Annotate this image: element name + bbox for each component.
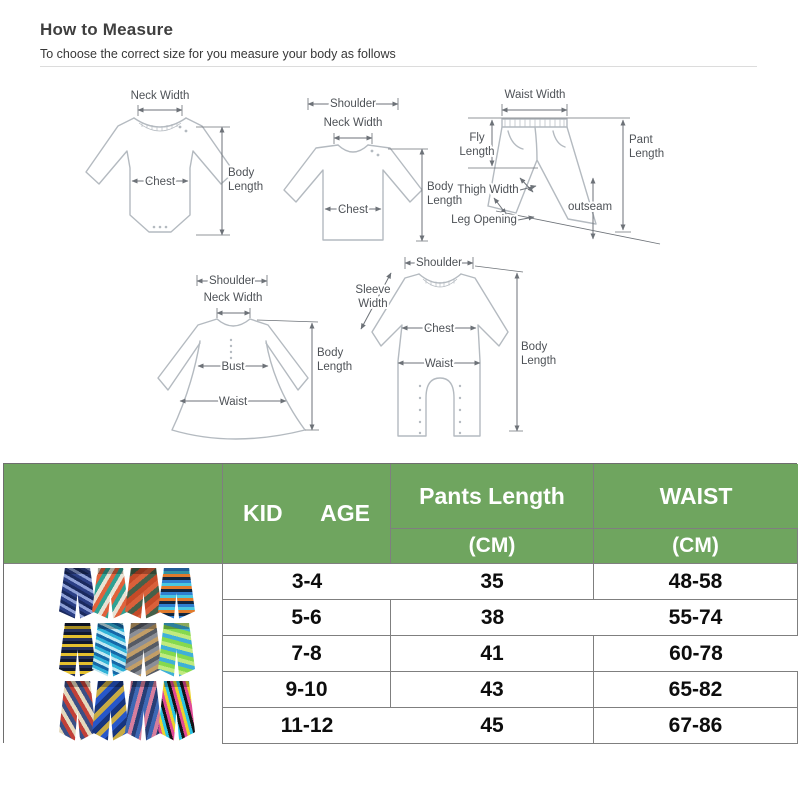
column-header-waist: WAIST [594,464,798,529]
table-row-pants: 45 [391,708,594,744]
shorts-waistband [163,567,190,574]
table-row-pants: 43 [391,672,594,708]
shorts-thigh-width-label: Thigh Width [457,184,518,196]
shirt-outline-icon [283,144,423,241]
shorts-waistband [130,680,157,687]
onesie-dimensions [131,105,230,236]
shirt-chest-label: Chest [338,204,369,216]
romper-waist-label: Waist [425,358,454,370]
table-row-age: 7-8 [223,636,391,672]
unit-header-waist-cm: (CM) [594,529,798,564]
shorts-waistband [64,680,91,687]
column-header-pants-length: Pants Length [391,464,594,529]
shorts-dimensions [468,104,631,240]
romper-shoulder-label: Shoulder [416,257,462,269]
page-header: How to Measure To choose the correct siz… [40,20,760,61]
table-row-waist: 48-58 [594,564,798,600]
shorts-waistband [163,622,190,629]
shorts-pant-length-label: Pant [629,134,653,146]
header-divider [40,66,757,67]
product-shorts-thumbnail [125,567,162,619]
shorts-waistband [130,567,157,574]
page-title: How to Measure [40,20,174,39]
table-corner-cell [4,464,223,564]
shirt-shoulder-label: Shoulder [330,98,376,110]
romper-sleeve-width-label2: Width [358,298,387,310]
shorts-waistband [130,622,157,629]
shorts-outseam-label: outseam [568,201,612,213]
romper-body-length-label: Body [521,341,547,353]
product-shorts-thumbnail [92,622,129,677]
table-row-waist: 67-86 [594,708,798,744]
product-shorts-thumbnail [158,567,195,619]
page-subtitle: To choose the correct size for you measu… [40,47,396,61]
dress-outline-icon [157,318,309,440]
romper-sleeve-width-label: Sleeve [355,284,390,296]
shorts-fly-length-label2: Length [459,146,494,158]
dress-waist-label: Waist [219,396,248,408]
onesie-outline-icon [85,117,235,233]
shorts-fly-length-label: Fly [469,132,485,144]
table-row-age: 3-4 [223,564,391,600]
table-row-pants: 38 [391,600,594,636]
product-shorts-thumbnail [92,567,129,619]
product-shorts-thumbnail [59,680,96,741]
shorts-waist-width-label: Waist Width [505,89,566,101]
romper-outline-icon [371,273,509,437]
diagram-onesie: Neck Width Chest Body Length [85,88,265,236]
romper-dimensions [360,257,524,432]
shirt-neck-width-label: Neck Width [324,117,383,129]
dress-neck-width-label: Neck Width [204,292,263,304]
dress-dimensions [179,275,319,431]
shorts-pant-length-label2: Length [629,148,664,160]
shorts-waistband [64,622,91,629]
table-row-waist: 60-78 [594,636,798,672]
dress-shoulder-label: Shoulder [209,275,255,287]
shorts-waistband [97,680,124,687]
table-row-age: 5-6 [223,600,391,636]
shirt-body-length-label: Body [427,181,453,193]
product-shorts-thumbnail [158,680,195,741]
dress-body-length-label: Body [317,347,343,359]
onesie-body-length-label2: Length [228,181,263,193]
table-row-waist: 55-74 [594,600,798,636]
shirt-body-length-label2: Length [427,195,462,207]
table-row-age: 9-10 [223,672,391,708]
product-shorts-thumbnail [59,567,96,619]
unit-header-pants-cm: (CM) [391,529,594,564]
shorts-waistband [97,622,124,629]
product-photos-cell [4,564,223,744]
product-shorts-thumbnail [125,680,162,741]
shorts-waistband [64,567,91,574]
shorts-leg-opening-label: Leg Opening [451,214,517,226]
product-shorts-thumbnail [92,680,129,741]
diagram-shorts: Waist Width Fly Length Pant Length Thigh… [450,87,666,245]
shorts-photo-row [59,567,195,619]
diagram-romper: Shoulder Sleeve Width Chest Waist Body L… [353,255,558,437]
romper-chest-label: Chest [424,323,455,335]
onesie-body-length-label: Body [228,167,254,179]
diagram-dress: Shoulder Neck Width Bust Waist Body Leng… [157,273,354,440]
product-shorts-thumbnail [158,622,195,677]
size-table: KID AGE Pants Length WAIST (CM) (CM) 3-4… [3,463,798,744]
shorts-photo-row [59,622,195,677]
product-shorts-thumbnail [59,622,96,677]
onesie-neck-width-label: Neck Width [131,90,190,102]
diagram-shirt: Shoulder Neck Width Chest Body Length [283,96,464,242]
table-row-waist: 65-82 [594,672,798,708]
table-row-age: 11-12 [223,708,391,744]
column-header-kid-age: KID AGE [223,464,391,564]
shorts-waistband [97,567,124,574]
shirt-dimensions [307,98,428,242]
table-row-pants: 35 [391,564,594,600]
table-row-pants: 41 [391,636,594,672]
dress-body-length-label2: Length [317,361,352,373]
dress-bust-label: Bust [221,361,245,373]
shorts-waistband [163,680,190,687]
onesie-chest-label: Chest [145,176,176,188]
product-shorts-thumbnail [125,622,162,677]
romper-body-length-label2: Length [521,355,556,367]
shorts-photo-row [59,680,195,741]
